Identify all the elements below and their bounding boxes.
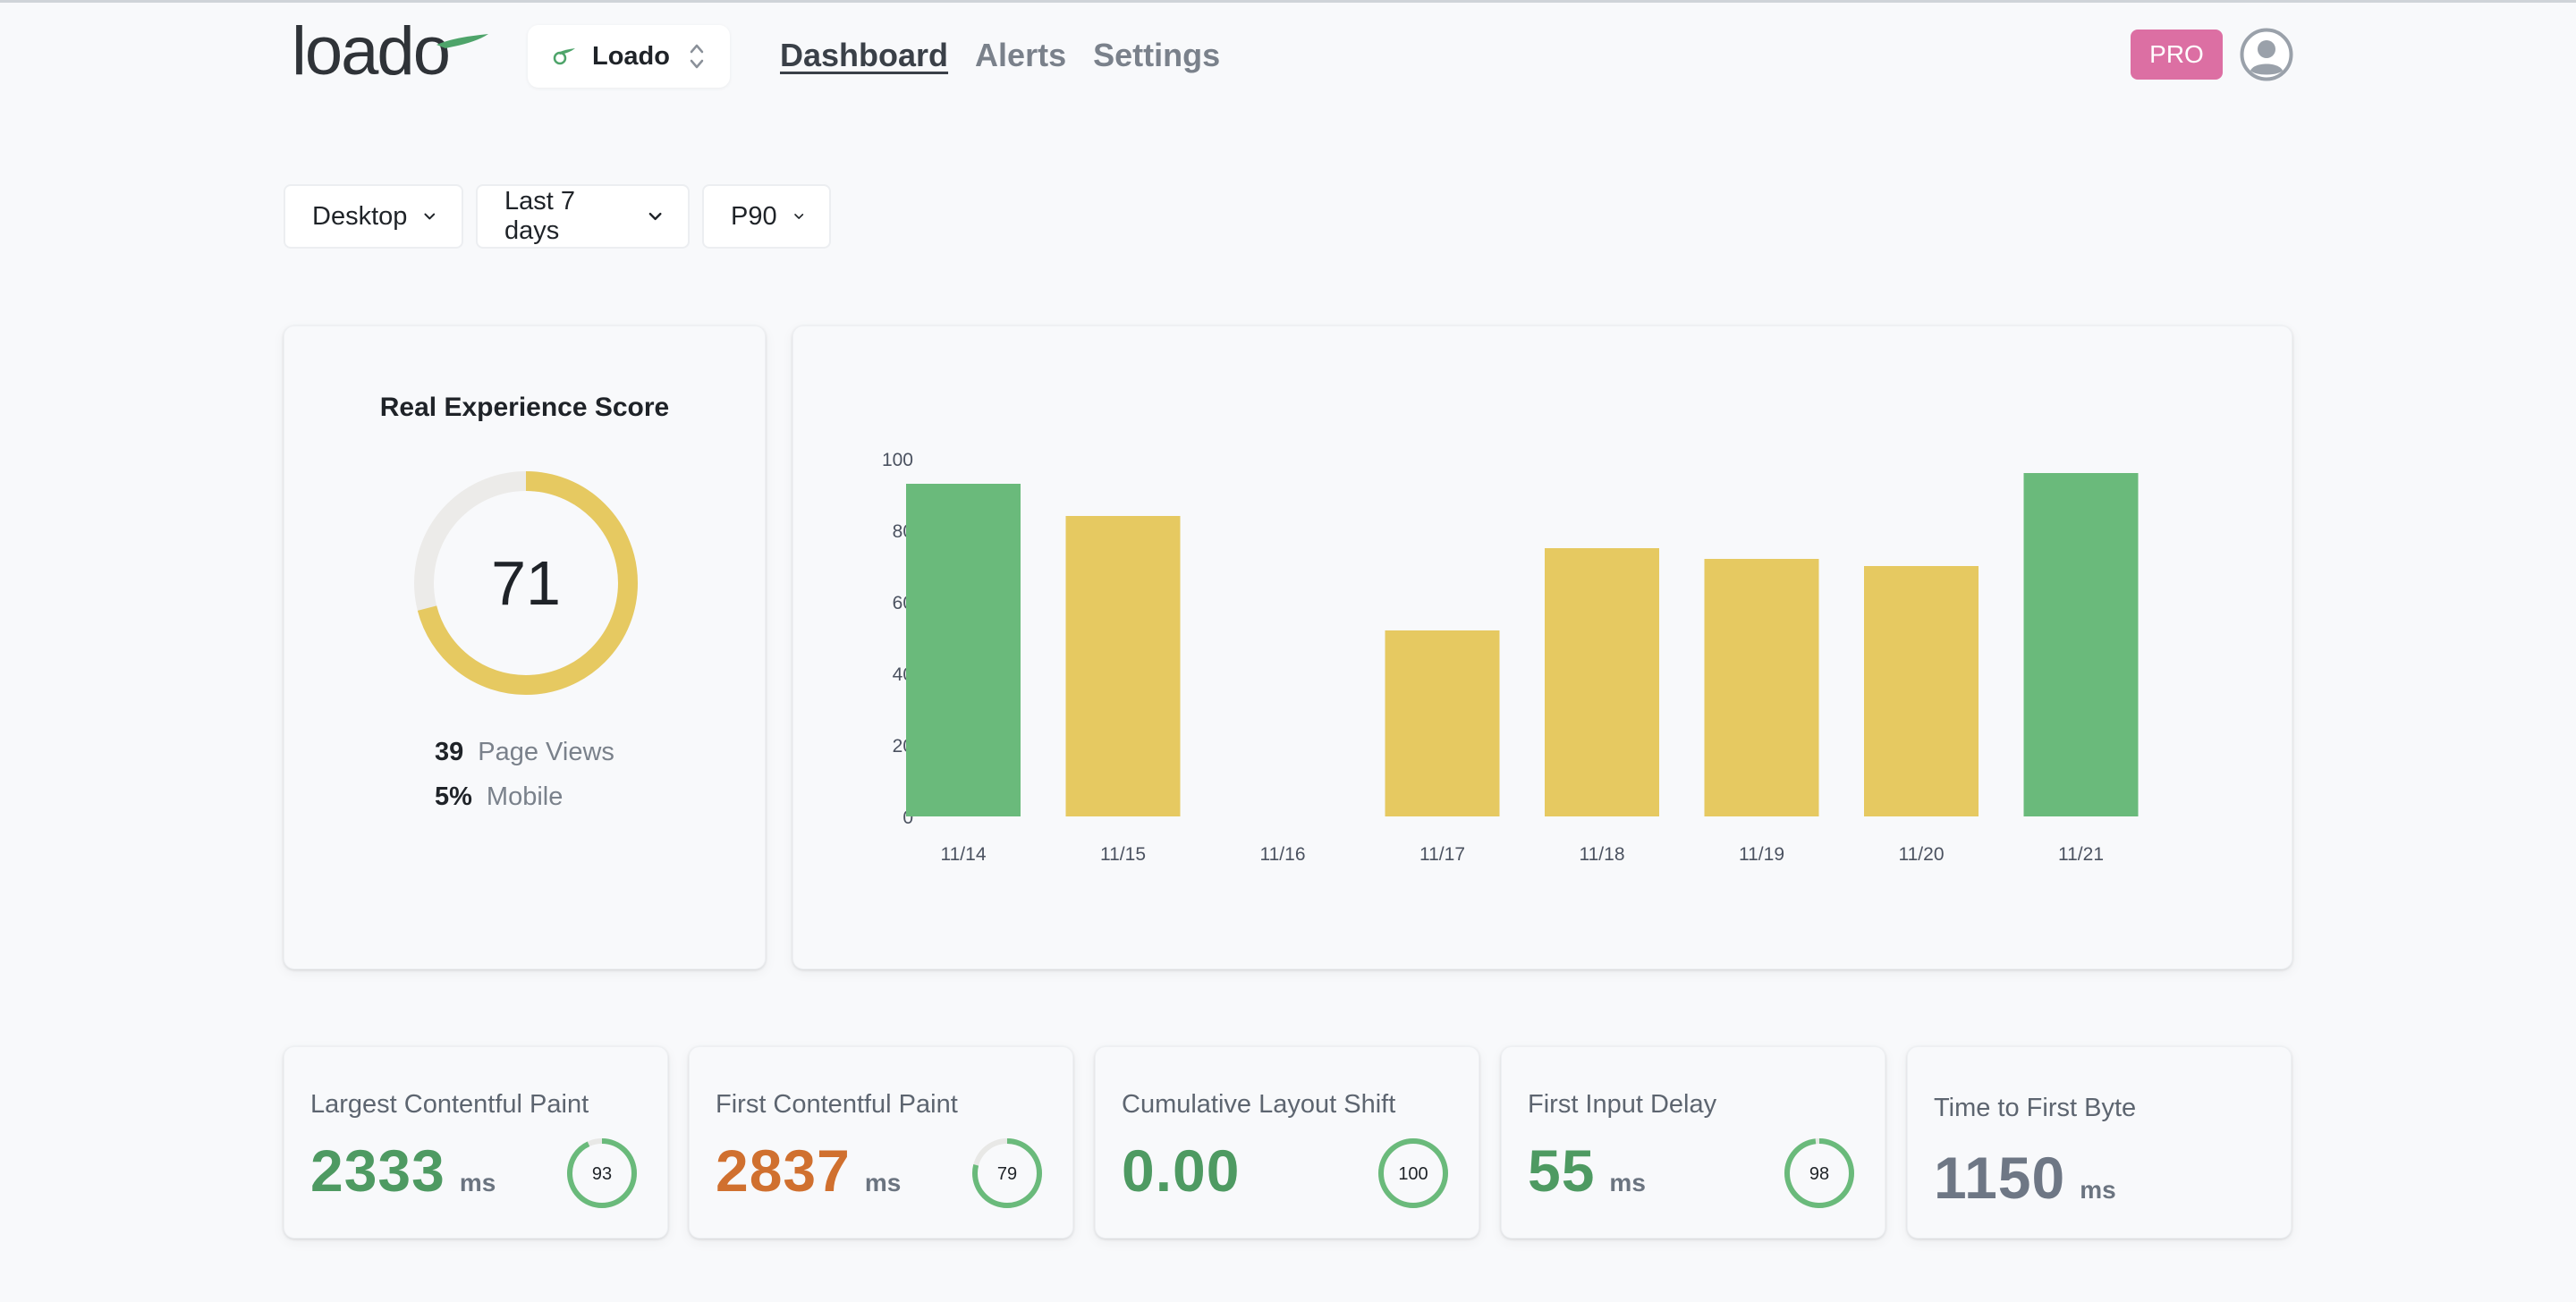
- top-header: loado Loado Dashboard Alerts Settings PR…: [0, 0, 2576, 111]
- metric-card-cls[interactable]: Cumulative Layout Shift 0.00 100: [1095, 1046, 1479, 1239]
- x-tick-label: 11/19: [1739, 844, 1784, 865]
- device-filter-label: Desktop: [312, 201, 408, 231]
- metric-value: 55 ms: [1528, 1137, 1646, 1205]
- metric-value: 0.00: [1122, 1137, 1254, 1205]
- metric-value: 1150 ms: [1934, 1144, 2116, 1212]
- nav-alerts[interactable]: Alerts: [975, 37, 1067, 73]
- date-range-filter-label: Last 7 days: [504, 187, 575, 245]
- score-stats: 39 Page Views 5% Mobile: [435, 738, 614, 827]
- metric-score-value: 100: [1398, 1164, 1428, 1184]
- chevron-down-icon: [424, 213, 436, 220]
- y-tick-label: 100: [882, 450, 913, 470]
- score-donut: [414, 471, 638, 695]
- metric-score-value: 93: [592, 1164, 612, 1184]
- ring-progress: [972, 1138, 1042, 1208]
- x-tick-label: 11/18: [1580, 844, 1625, 865]
- x-tick-label: 11/16: [1260, 844, 1306, 865]
- donut-progress: [414, 471, 638, 695]
- x-tick-label: 11/17: [1419, 844, 1465, 865]
- page-views-count: 39: [435, 738, 464, 766]
- percentile-filter-label: P90: [731, 201, 777, 231]
- x-tick-label: 11/15: [1100, 844, 1146, 865]
- site-selector-label: Loado: [592, 41, 670, 71]
- score-card-title: Real Experience Score: [379, 393, 670, 422]
- metric-unit: ms: [1609, 1169, 1646, 1196]
- metric-number: 55: [1528, 1137, 1596, 1204]
- logo-text: loado: [292, 13, 451, 89]
- chevron-down-icon: [648, 212, 662, 221]
- bar-11-21: [2023, 473, 2139, 816]
- page-views-stat: 39 Page Views: [435, 738, 614, 782]
- mobile-label: Mobile: [486, 782, 564, 811]
- chevron-down-icon: [793, 214, 803, 219]
- ring-progress: [567, 1138, 637, 1208]
- user-avatar-icon[interactable]: [2240, 28, 2293, 81]
- metric-number: 2333: [310, 1137, 445, 1204]
- metric-title: Cumulative Layout Shift: [1122, 1090, 1396, 1119]
- metric-score-value: 98: [1809, 1164, 1829, 1184]
- metric-value: 2837 ms: [716, 1137, 901, 1205]
- filter-bar: Desktop Last 7 days P90: [284, 184, 831, 249]
- main-nav: Dashboard Alerts Settings: [780, 32, 1220, 79]
- percentile-filter[interactable]: P90: [702, 184, 831, 249]
- metric-title: Largest Contentful Paint: [310, 1090, 589, 1119]
- metric-card-lcp[interactable]: Largest Contentful Paint 2333 ms 93: [284, 1046, 668, 1239]
- x-tick-label: 11/14: [941, 844, 987, 865]
- bar-11-19: [1704, 559, 1819, 816]
- device-filter[interactable]: Desktop: [284, 184, 463, 249]
- metric-unit: ms: [2080, 1176, 2116, 1204]
- y-tick-label: 0: [902, 807, 913, 828]
- site-logo-icon: [553, 48, 575, 65]
- metric-card-fcp[interactable]: First Contentful Paint 2837 ms 79: [689, 1046, 1073, 1239]
- metric-title: First Contentful Paint: [716, 1090, 958, 1119]
- score-value: 71: [491, 548, 561, 618]
- metric-score-ring: 93: [567, 1138, 637, 1208]
- nav-settings[interactable]: Settings: [1093, 37, 1221, 73]
- bar-11-14: [906, 484, 1021, 816]
- bar-11-20: [1864, 566, 1979, 816]
- logo-wing-icon: [436, 34, 488, 48]
- metric-score-ring: 100: [1378, 1138, 1448, 1208]
- metric-title: First Input Delay: [1528, 1090, 1717, 1119]
- metric-score-value: 79: [997, 1164, 1017, 1184]
- real-experience-score-card: Real Experience Score 71 39 Page Views 5…: [284, 326, 766, 969]
- x-tick-label: 11/21: [2058, 844, 2104, 865]
- metric-score-ring: 98: [1784, 1138, 1854, 1208]
- metric-card-ttfb[interactable]: Time to First Byte 1150 ms: [1907, 1046, 2292, 1239]
- metric-number: 2837: [716, 1137, 851, 1204]
- mobile-stat: 5% Mobile: [435, 782, 614, 827]
- bar-11-18: [1545, 548, 1659, 816]
- window-top-border: [0, 0, 2576, 3]
- metric-number: 0.00: [1122, 1137, 1241, 1204]
- pro-badge[interactable]: PRO: [2131, 30, 2223, 80]
- nav-dashboard[interactable]: Dashboard: [780, 37, 949, 73]
- bar-11-17: [1385, 630, 1500, 816]
- metric-unit: ms: [864, 1169, 902, 1196]
- ring-progress: [1378, 1138, 1448, 1208]
- logo[interactable]: loado: [292, 13, 488, 89]
- x-tick-label: 11/20: [1899, 844, 1945, 865]
- date-range-filter[interactable]: Last 7 days: [476, 184, 690, 249]
- bar-11-15: [1065, 516, 1181, 816]
- ring-progress: [1784, 1138, 1854, 1208]
- metric-score-ring: 79: [972, 1138, 1042, 1208]
- metric-number: 1150: [1934, 1145, 2066, 1211]
- metric-title: Time to First Byte: [1934, 1094, 2137, 1122]
- metric-unit: ms: [459, 1169, 496, 1196]
- mobile-percent: 5%: [435, 782, 472, 811]
- chevron-up-down-icon: [690, 44, 704, 69]
- page-views-label: Page Views: [478, 738, 614, 766]
- site-selector[interactable]: Loado: [528, 25, 730, 88]
- score-history-chart-card: 0 20 40 60 80 100 11/14 11/15 11/16 11/17 11/18 11/…: [792, 326, 2292, 969]
- metric-card-fid[interactable]: First Input Delay 55 ms 98: [1501, 1046, 1885, 1239]
- metric-value: 2333 ms: [310, 1137, 496, 1205]
